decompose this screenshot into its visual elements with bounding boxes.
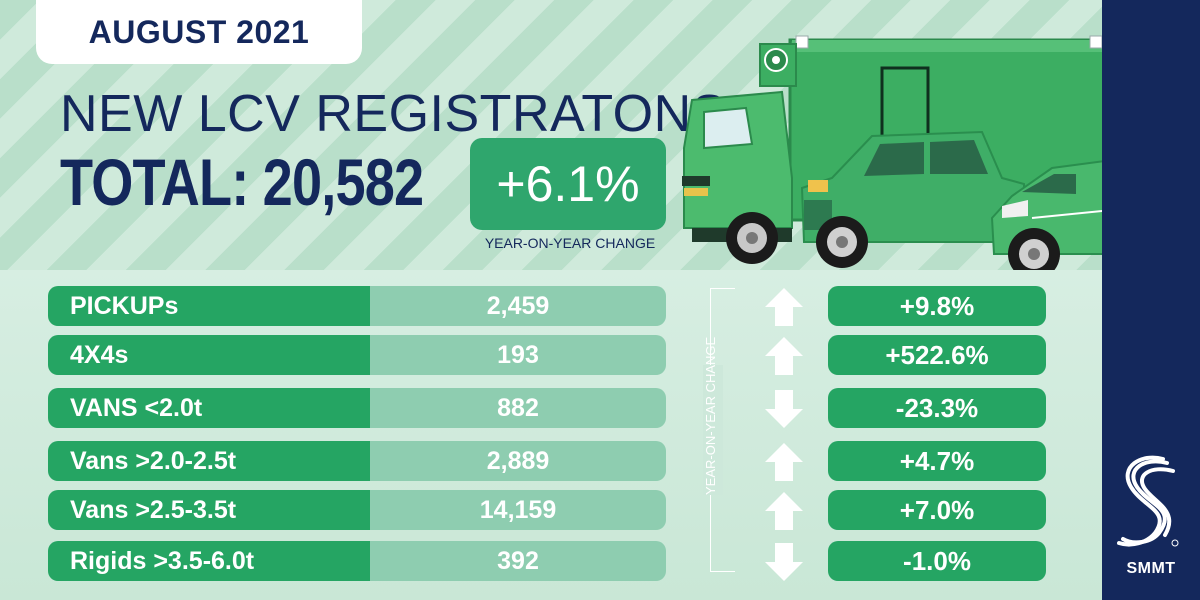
page-title: NEW LCV REGISTRATONS <box>60 85 727 143</box>
arrow-up-icon <box>765 337 803 375</box>
row-change: +522.6% <box>828 335 1046 375</box>
row-value: 392 <box>370 541 666 581</box>
total-registrations: TOTAL: 20,582 <box>60 145 424 219</box>
total-change-caption: YEAR-ON-YEAR CHANGE <box>484 235 656 251</box>
row-label: 4X4s <box>48 335 402 375</box>
arrow-up-icon <box>765 443 803 481</box>
row-change: +4.7% <box>828 441 1046 481</box>
row-label: PICKUPs <box>48 286 402 326</box>
arrow-down-icon <box>765 543 803 581</box>
row-value: 14,159 <box>370 490 666 530</box>
row-change: +9.8% <box>828 286 1046 326</box>
arrow-down-icon <box>765 390 803 428</box>
row-change: -1.0% <box>828 541 1046 581</box>
row-label: VANS <2.0t <box>48 388 402 428</box>
row-change: -23.3% <box>828 388 1046 428</box>
row-value: 2,889 <box>370 441 666 481</box>
brand-name: SMMT <box>1126 560 1176 577</box>
date-label: AUGUST 2021 <box>36 0 362 64</box>
total-change-badge: +6.1% <box>470 138 666 230</box>
row-label: Vans >2.0-2.5t <box>48 441 402 481</box>
row-value: 2,459 <box>370 286 666 326</box>
smmt-logo-icon <box>1117 455 1179 547</box>
row-change: +7.0% <box>828 490 1046 530</box>
vehicles-illustration <box>682 35 1102 270</box>
row-value: 882 <box>370 388 666 428</box>
row-label: Rigids >3.5-6.0t <box>48 541 402 581</box>
yoy-vertical-label: YEAR-ON-YEAR CHANGE <box>703 337 723 495</box>
row-label: Vans >2.5-3.5t <box>48 490 402 530</box>
arrow-up-icon <box>765 288 803 326</box>
row-value: 193 <box>370 335 666 375</box>
arrow-up-icon <box>765 492 803 530</box>
